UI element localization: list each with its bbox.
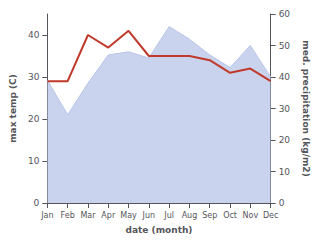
svg-text:Sep: Sep <box>202 211 217 220</box>
svg-text:med. precipitation (kg/m2): med. precipitation (kg/m2) <box>301 40 311 176</box>
svg-text:Feb: Feb <box>61 211 75 220</box>
svg-text:Jan: Jan <box>40 211 53 220</box>
svg-text:0: 0 <box>34 198 40 208</box>
svg-text:May: May <box>120 211 137 220</box>
svg-text:40: 40 <box>279 72 291 82</box>
svg-text:60: 60 <box>279 9 291 19</box>
svg-text:Dec: Dec <box>263 211 278 220</box>
svg-text:date (month): date (month) <box>126 225 193 235</box>
svg-text:Jul: Jul <box>163 211 174 220</box>
svg-text:Oct: Oct <box>223 211 237 220</box>
svg-text:Apr: Apr <box>101 211 116 220</box>
svg-text:40: 40 <box>28 30 40 40</box>
svg-text:50: 50 <box>279 41 291 51</box>
svg-text:10: 10 <box>279 167 291 177</box>
svg-text:0: 0 <box>279 198 285 208</box>
svg-text:Mar: Mar <box>80 211 96 220</box>
svg-text:30: 30 <box>279 104 291 114</box>
svg-text:10: 10 <box>28 156 40 166</box>
svg-text:Aug: Aug <box>182 211 198 220</box>
svg-text:30: 30 <box>28 72 40 82</box>
svg-text:max temp (C): max temp (C) <box>8 74 18 143</box>
svg-text:20: 20 <box>28 114 40 124</box>
svg-text:Nov: Nov <box>243 211 259 220</box>
svg-text:Jun: Jun <box>142 211 156 220</box>
svg-text:20: 20 <box>279 135 291 145</box>
